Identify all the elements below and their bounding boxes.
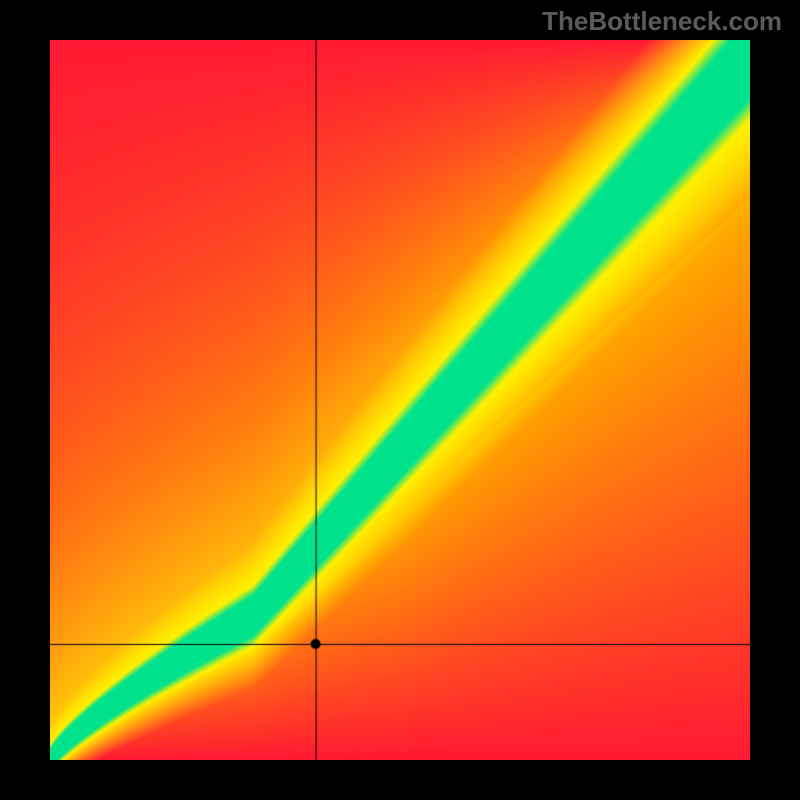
chart-container: TheBottleneck.com [0,0,800,800]
bottleneck-heatmap [50,40,750,760]
watermark-text: TheBottleneck.com [542,6,782,37]
